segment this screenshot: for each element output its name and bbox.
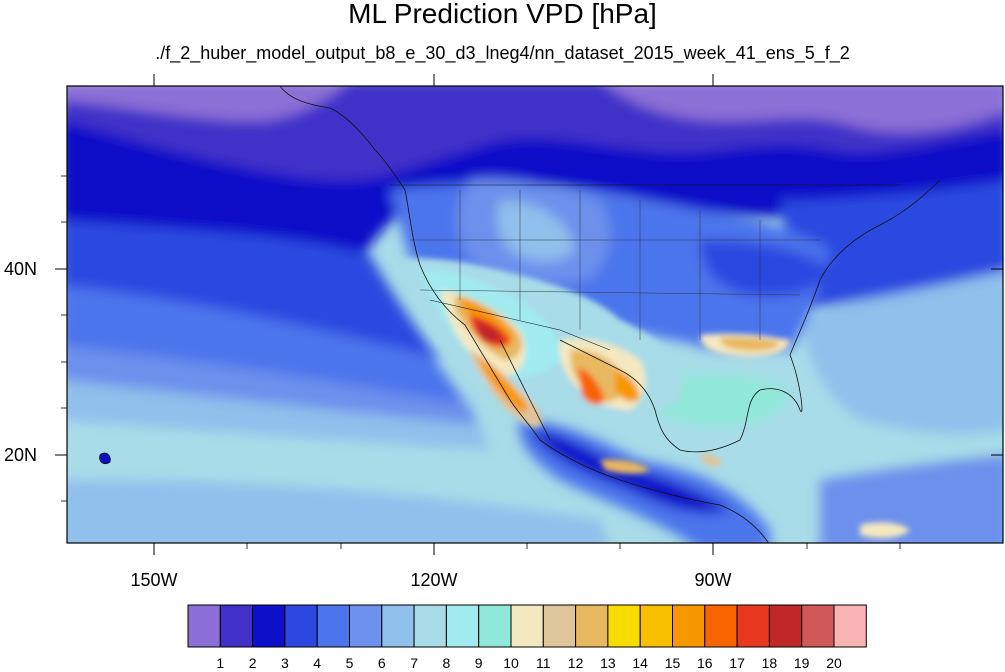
colorbar-label: 18	[761, 655, 778, 671]
y-tick-label: 20N	[3, 445, 37, 465]
colorbar-label: 7	[410, 655, 418, 671]
colorbar-swatch	[478, 604, 512, 648]
x-tick-label: 90W	[694, 570, 732, 590]
colorbar-label: 10	[503, 655, 519, 671]
colorbar	[187, 604, 867, 648]
colorbar-label: 19	[793, 655, 810, 671]
colorbar-label: 1	[216, 655, 225, 671]
vpd-field	[67, 86, 1003, 543]
colorbar-label: 2	[248, 655, 257, 671]
colorbar-label: 15	[664, 655, 681, 671]
colorbar-label: 6	[377, 655, 386, 671]
colorbar-label: 8	[442, 655, 451, 671]
colorbar-swatch	[316, 604, 351, 648]
x-tick-label: 150W	[130, 570, 178, 590]
colorbar-swatch	[575, 604, 609, 648]
coastlines	[99, 86, 941, 543]
colorbar-label: 11	[536, 655, 551, 671]
colorbar-swatch	[801, 604, 835, 648]
colorbar-swatch	[445, 604, 480, 648]
x-tick-label: 120W	[410, 570, 458, 590]
colorbar-swatch	[672, 604, 706, 648]
colorbar-swatch	[187, 604, 221, 648]
colorbar-swatch	[639, 604, 674, 648]
colorbar-swatch	[284, 604, 318, 648]
state-borders	[410, 190, 820, 340]
colorbar-swatch	[768, 604, 803, 648]
colorbar-swatch	[413, 604, 447, 648]
colorbar-swatch	[510, 604, 544, 648]
colorbar-label: 9	[474, 655, 483, 671]
colorbar-label: 13	[600, 655, 616, 671]
minor-ticks	[61, 175, 901, 549]
colorbar-swatch	[607, 604, 641, 648]
colorbar-swatch	[219, 604, 254, 648]
chart-title: ML Prediction VPD [hPa]	[348, 0, 657, 29]
colorbar-swatch	[736, 604, 770, 648]
colorbar-label: 3	[280, 655, 289, 671]
colorbar-label: 5	[345, 655, 354, 671]
colorbar-swatch	[542, 604, 577, 648]
map-frame	[66, 85, 1004, 544]
axis-ticks	[55, 74, 1003, 555]
colorbar-swatch	[833, 604, 867, 648]
chart-subtitle: ./f_2_huber_model_output_b8_e_30_d3_lneg…	[155, 43, 850, 63]
colorbar-swatch	[252, 604, 286, 648]
colorbar-label: 12	[567, 655, 584, 671]
colorbar-label: 20	[826, 655, 842, 671]
colorbar-label: 17	[729, 655, 745, 671]
colorbar-label: 4	[313, 655, 322, 671]
colorbar-swatch	[381, 604, 415, 648]
y-tick-label: 40N	[3, 259, 37, 279]
colorbar-label: 14	[632, 655, 648, 671]
colorbar-label: 16	[697, 655, 713, 671]
colorbar-swatch	[704, 604, 738, 648]
colorbar-swatch	[349, 604, 383, 648]
